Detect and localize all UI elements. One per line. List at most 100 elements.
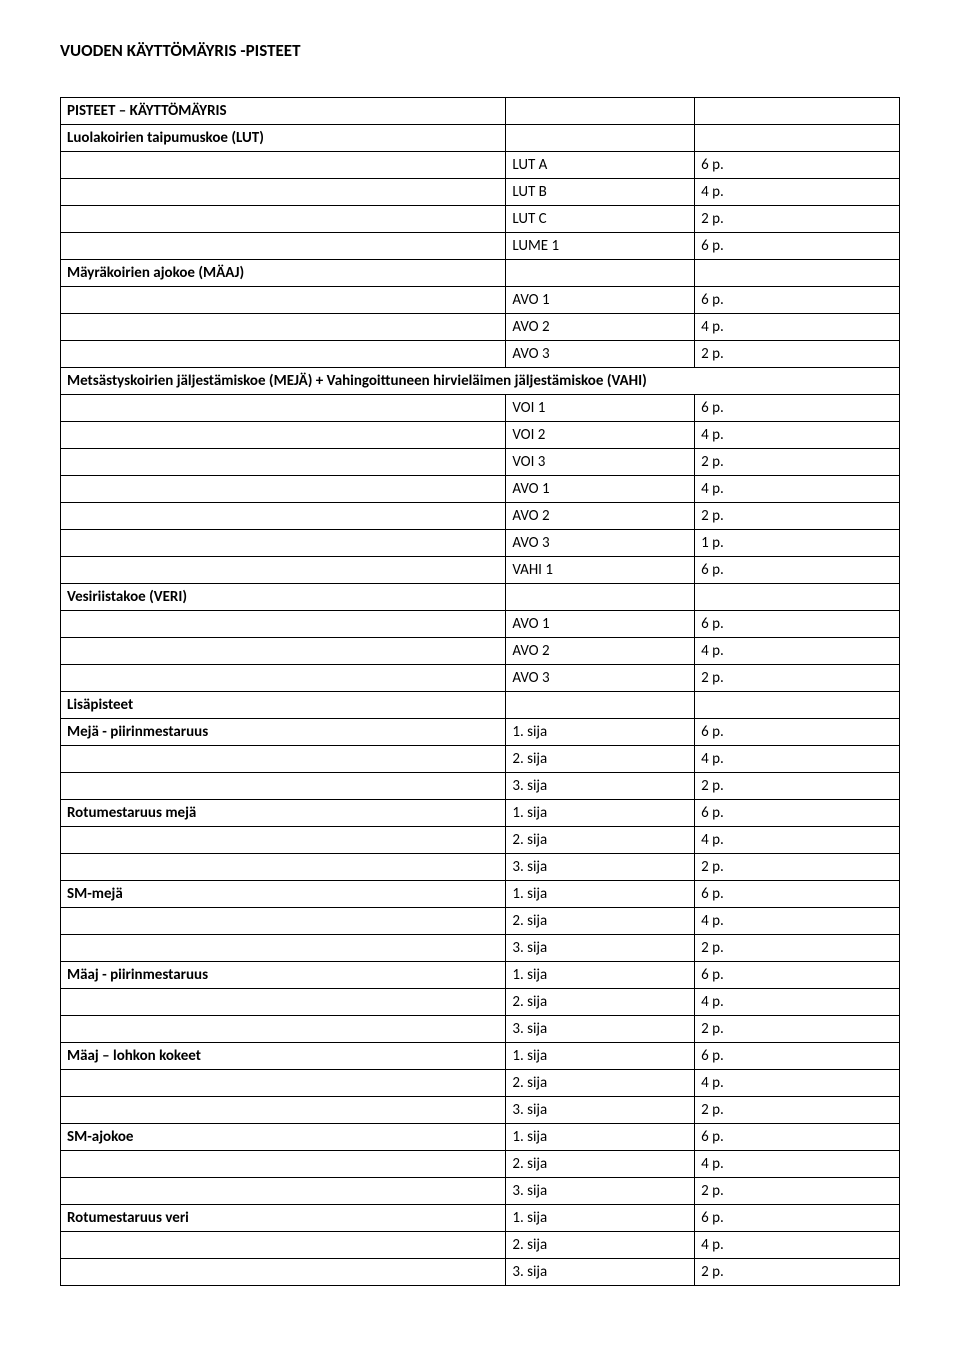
table-row: LUT C2 p.: [61, 206, 900, 233]
page-title: VUODEN KÄYTTÖMÄYRIS -PISTEET: [60, 40, 900, 61]
cell-points: 2 p.: [695, 935, 900, 962]
cell-item: AVO 3: [506, 341, 695, 368]
cell-points: 4 p.: [695, 422, 900, 449]
table-row: VOI 16 p.: [61, 395, 900, 422]
table-row: LUT B4 p.: [61, 179, 900, 206]
cell-points: 2 p.: [695, 503, 900, 530]
cell-label: [61, 989, 506, 1016]
cell-item: [506, 584, 695, 611]
cell-label: [61, 152, 506, 179]
table-row: AVO 22 p.: [61, 503, 900, 530]
table-row: AVO 24 p.: [61, 314, 900, 341]
cell-label: [61, 341, 506, 368]
cell-points: 4 p.: [695, 476, 900, 503]
cell-points: 6 p.: [695, 233, 900, 260]
cell-item: LUT A: [506, 152, 695, 179]
table-row: PISTEET – KÄYTTÖMÄYRIS: [61, 98, 900, 125]
cell-label: [61, 449, 506, 476]
cell-label: Mejä - piirinmestaruus: [61, 719, 506, 746]
cell-points: 2 p.: [695, 773, 900, 800]
cell-item: 3. sija: [506, 854, 695, 881]
cell-label: [61, 773, 506, 800]
cell-label: Rotumestaruus mejä: [61, 800, 506, 827]
cell-item: 3. sija: [506, 935, 695, 962]
cell-item: VOI 2: [506, 422, 695, 449]
cell-label: [61, 557, 506, 584]
cell-item: AVO 2: [506, 503, 695, 530]
cell-points: 4 p.: [695, 1151, 900, 1178]
cell-points: 6 p.: [695, 611, 900, 638]
cell-points: 6 p.: [695, 719, 900, 746]
table-row: AVO 16 p.: [61, 287, 900, 314]
cell-points: 6 p.: [695, 881, 900, 908]
table-row: 2. sija4 p.: [61, 1232, 900, 1259]
cell-label: Rotumestaruus veri: [61, 1205, 506, 1232]
cell-label: [61, 206, 506, 233]
table-row: Lisäpisteet: [61, 692, 900, 719]
cell-points: 6 p.: [695, 395, 900, 422]
cell-points: 2 p.: [695, 341, 900, 368]
table-row: VOI 24 p.: [61, 422, 900, 449]
cell-item: VOI 1: [506, 395, 695, 422]
cell-label: [61, 503, 506, 530]
cell-label: [61, 179, 506, 206]
table-row: SM-mejä1. sija6 p.: [61, 881, 900, 908]
cell-points: 4 p.: [695, 827, 900, 854]
cell-item: [506, 260, 695, 287]
cell-points: 2 p.: [695, 1016, 900, 1043]
cell-label: [61, 287, 506, 314]
cell-label: [61, 395, 506, 422]
cell-points: 4 p.: [695, 1232, 900, 1259]
cell-label: [61, 1259, 506, 1286]
cell-points: [695, 98, 900, 125]
cell-points: 2 p.: [695, 854, 900, 881]
table-row: AVO 32 p.: [61, 341, 900, 368]
cell-item: AVO 3: [506, 530, 695, 557]
cell-item: 3. sija: [506, 1097, 695, 1124]
table-row: AVO 16 p.: [61, 611, 900, 638]
cell-item: 2. sija: [506, 908, 695, 935]
cell-item: LUT B: [506, 179, 695, 206]
table-row: VOI 32 p.: [61, 449, 900, 476]
cell-item: [506, 98, 695, 125]
cell-points: 4 p.: [695, 179, 900, 206]
cell-label: [61, 638, 506, 665]
cell-item: [506, 692, 695, 719]
cell-points: 2 p.: [695, 1259, 900, 1286]
cell-points: 4 p.: [695, 638, 900, 665]
cell-points: 4 p.: [695, 1070, 900, 1097]
cell-label: [61, 665, 506, 692]
table-row: 3. sija2 p.: [61, 854, 900, 881]
cell-points: [695, 584, 900, 611]
cell-label: SM-mejä: [61, 881, 506, 908]
cell-item: 2. sija: [506, 827, 695, 854]
cell-item: 1. sija: [506, 1124, 695, 1151]
cell-item: VAHI 1: [506, 557, 695, 584]
cell-item: [506, 125, 695, 152]
table-row: LUME 16 p.: [61, 233, 900, 260]
cell-points: 6 p.: [695, 1205, 900, 1232]
cell-item: 1. sija: [506, 962, 695, 989]
table-row: AVO 24 p.: [61, 638, 900, 665]
cell-label: [61, 746, 506, 773]
cell-points: 1 p.: [695, 530, 900, 557]
table-row: 2. sija4 p.: [61, 746, 900, 773]
cell-item: 1. sija: [506, 1043, 695, 1070]
cell-item: 3. sija: [506, 773, 695, 800]
table-row: 2. sija4 p.: [61, 827, 900, 854]
cell-points: 2 p.: [695, 1178, 900, 1205]
cell-points: 6 p.: [695, 962, 900, 989]
cell-points: [695, 260, 900, 287]
cell-label: [61, 611, 506, 638]
cell-label: [61, 1178, 506, 1205]
cell-item: 2. sija: [506, 1070, 695, 1097]
table-row: 2. sija4 p.: [61, 908, 900, 935]
cell-label: [61, 530, 506, 557]
cell-points: [695, 692, 900, 719]
cell-item: 2. sija: [506, 1232, 695, 1259]
table-row: Vesiriistakoe (VERI): [61, 584, 900, 611]
cell-item: LUT C: [506, 206, 695, 233]
cell-label: PISTEET – KÄYTTÖMÄYRIS: [61, 98, 506, 125]
cell-label: Mäaj – lohkon kokeet: [61, 1043, 506, 1070]
cell-item: AVO 1: [506, 476, 695, 503]
